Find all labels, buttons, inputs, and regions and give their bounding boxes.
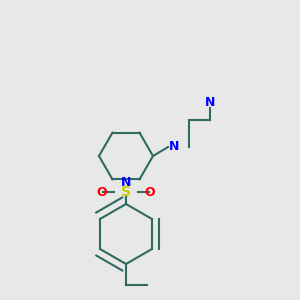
Text: O: O	[145, 185, 155, 199]
Text: O: O	[97, 185, 107, 199]
Text: N: N	[121, 176, 131, 190]
Text: N: N	[169, 140, 179, 154]
Text: S: S	[121, 185, 131, 199]
Text: N: N	[205, 95, 215, 109]
